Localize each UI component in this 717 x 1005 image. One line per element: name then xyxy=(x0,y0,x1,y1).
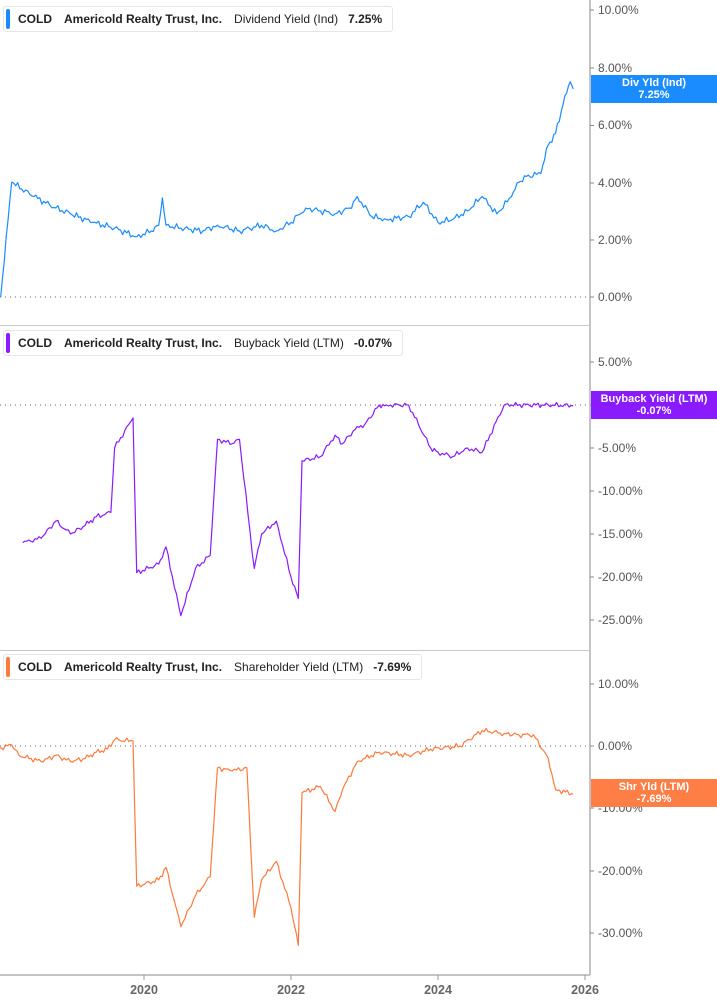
x-tick-label: 2024 xyxy=(424,983,452,997)
y-tick-label: -20.00% xyxy=(598,570,643,584)
y-tick-label: 6.00% xyxy=(598,118,633,132)
legend-shareholder-yield: COLD Americold Realty Trust, Inc. Shareh… xyxy=(3,654,423,680)
value-tag-label: Buyback Yield (LTM) xyxy=(600,393,708,405)
value-tag-label: Div Yld (Ind) xyxy=(622,77,686,89)
shareholder-yield-line xyxy=(0,727,574,946)
legend-ticker: COLD xyxy=(18,12,52,26)
value-tag-dividend-yield: Div Yld (Ind) 7.25% xyxy=(591,75,717,103)
series-color-swatch xyxy=(6,657,10,677)
value-tag-value: -0.07% xyxy=(636,405,672,417)
y-tick-label: 10.00% xyxy=(598,3,639,17)
y-tick-label: 8.00% xyxy=(598,61,633,75)
y-tick-label: -30.00% xyxy=(598,926,643,940)
x-tick-label: 2026 xyxy=(571,983,599,997)
legend-value: -0.07% xyxy=(353,336,392,350)
y-tick-label: 5.00% xyxy=(598,355,633,369)
y-tick-label: -5.00% xyxy=(598,441,637,455)
y-tick-label: -20.00% xyxy=(598,864,643,878)
y-tick-label: 2.00% xyxy=(598,233,633,247)
legend-company: Americold Realty Trust, Inc. xyxy=(64,660,223,674)
y-tick-label: 0.00% xyxy=(598,290,633,304)
x-tick-label: 2022 xyxy=(277,983,305,997)
value-tag-shareholder-yield: Shr Yld (LTM) -7.69% xyxy=(591,779,717,807)
dividend-yield-line xyxy=(0,81,574,298)
y-tick-label: 4.00% xyxy=(598,176,633,190)
legend-buyback-yield: COLD Americold Realty Trust, Inc. Buybac… xyxy=(3,330,403,356)
buyback-yield-line xyxy=(22,401,574,617)
legend-company: Americold Realty Trust, Inc. xyxy=(64,12,223,26)
value-tag-buyback-yield: Buyback Yield (LTM) -0.07% xyxy=(591,391,717,419)
y-tick-label: 0.00% xyxy=(598,739,633,753)
legend-metric: Buyback Yield (LTM) xyxy=(234,336,344,350)
value-tag-label: Shr Yld (LTM) xyxy=(618,781,690,793)
y-tick-label: -10.00% xyxy=(598,484,643,498)
legend-metric: Shareholder Yield (LTM) xyxy=(234,660,364,674)
legend-metric: Dividend Yield (Ind) xyxy=(234,12,339,26)
y-tick-label: 10.00% xyxy=(598,677,639,691)
legend-ticker: COLD xyxy=(18,336,52,350)
series-color-swatch xyxy=(6,9,10,29)
legend-value: -7.69% xyxy=(373,660,412,674)
series-color-swatch xyxy=(6,333,10,353)
y-tick-label: -15.00% xyxy=(598,527,643,541)
value-tag-value: 7.25% xyxy=(638,89,670,101)
legend-dividend-yield: COLD Americold Realty Trust, Inc. Divide… xyxy=(3,6,394,32)
value-tag-value: -7.69% xyxy=(636,793,672,805)
legend-ticker: COLD xyxy=(18,660,52,674)
legend-value: 7.25% xyxy=(348,12,383,26)
legend-company: Americold Realty Trust, Inc. xyxy=(64,336,223,350)
y-tick-label: -25.00% xyxy=(598,613,643,627)
x-tick-label: 2020 xyxy=(130,983,158,997)
